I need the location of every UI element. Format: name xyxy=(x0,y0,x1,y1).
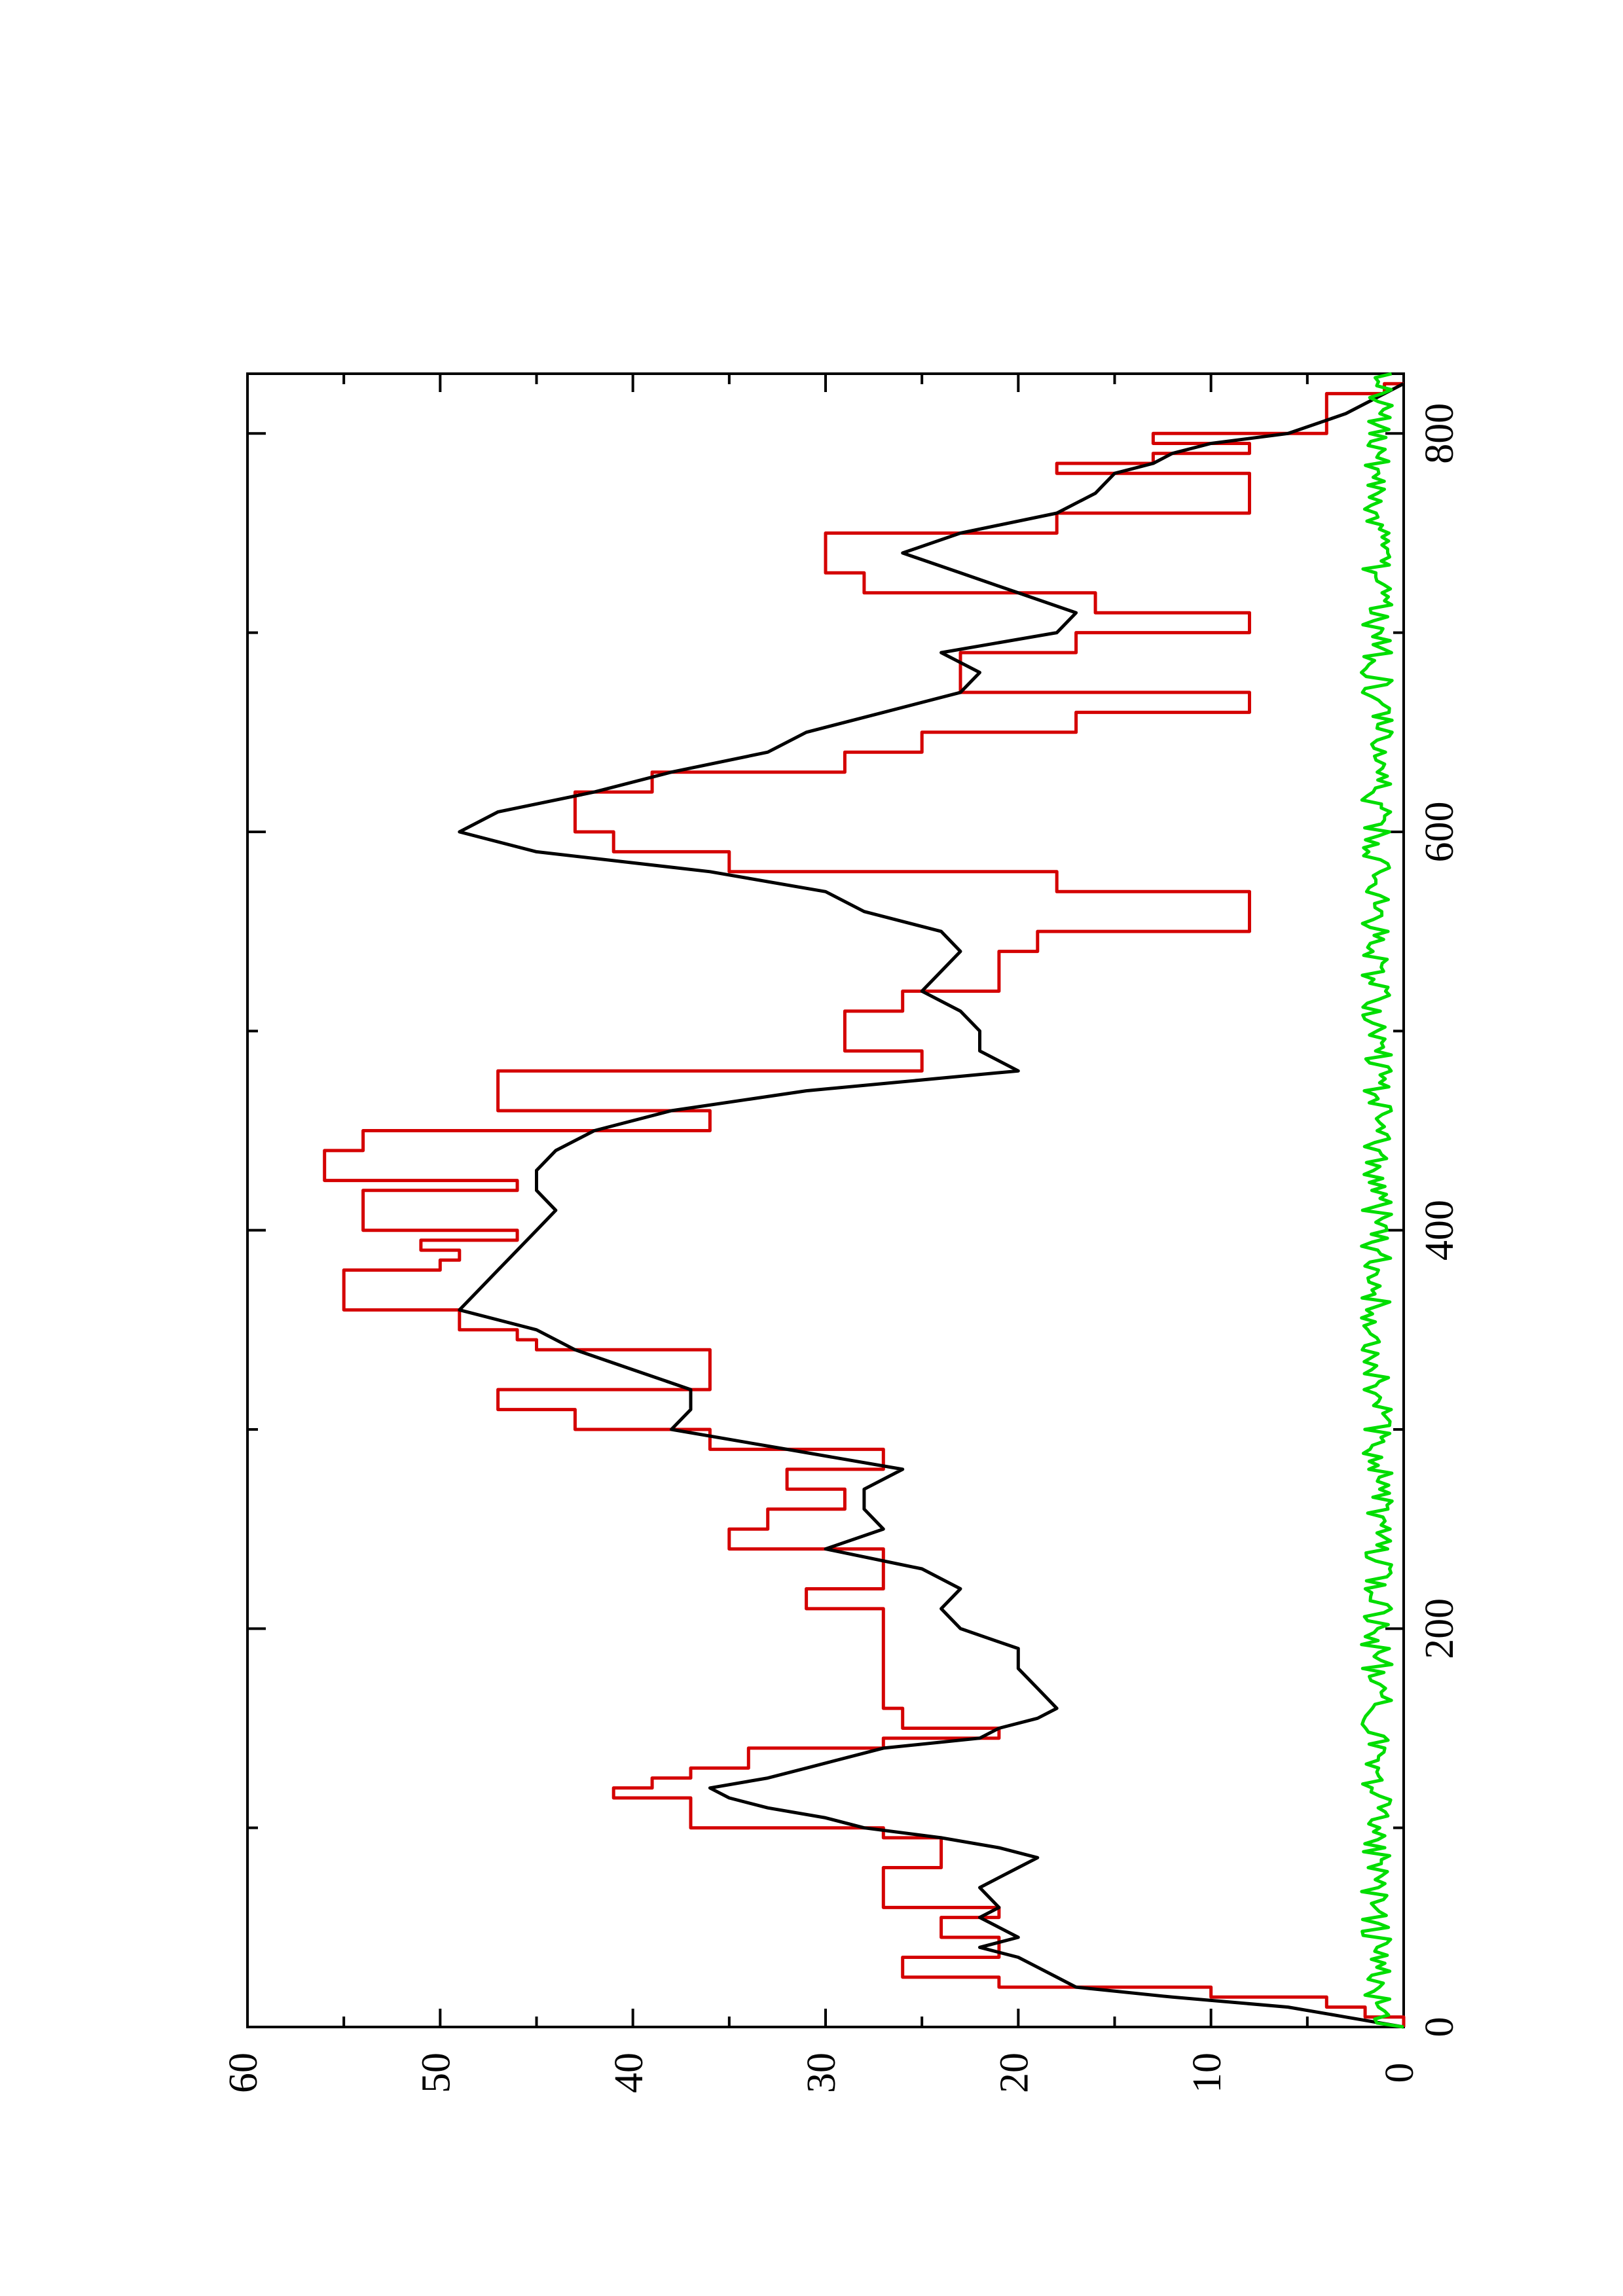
series-line-1 xyxy=(323,382,1406,2027)
y-tick-label: 60 xyxy=(221,2053,266,2093)
y-tick-label: 10 xyxy=(1185,2053,1230,2093)
x-tick-label: 0 xyxy=(1417,2017,1462,2037)
series-line-3 xyxy=(1360,372,1404,2029)
y-tick-label: 40 xyxy=(607,2053,651,2093)
plot-frame xyxy=(246,372,1405,2028)
x-tick-label: 400 xyxy=(1417,1200,1462,1261)
x-tick-label: 200 xyxy=(1417,1598,1462,1659)
x-tick-label: 600 xyxy=(1417,801,1462,862)
plot-area: 0 200 400 600 800 0 10 20 30 40 50 60 xyxy=(221,372,1462,2093)
y-tick-label: 50 xyxy=(414,2053,459,2093)
x-tick-label: 800 xyxy=(1417,403,1462,464)
y-tick-label: 0 xyxy=(1377,2063,1422,2083)
y-tick-label: 30 xyxy=(799,2053,844,2093)
y-tick-label: 20 xyxy=(993,2053,1037,2093)
series-line-2 xyxy=(458,382,1405,2029)
